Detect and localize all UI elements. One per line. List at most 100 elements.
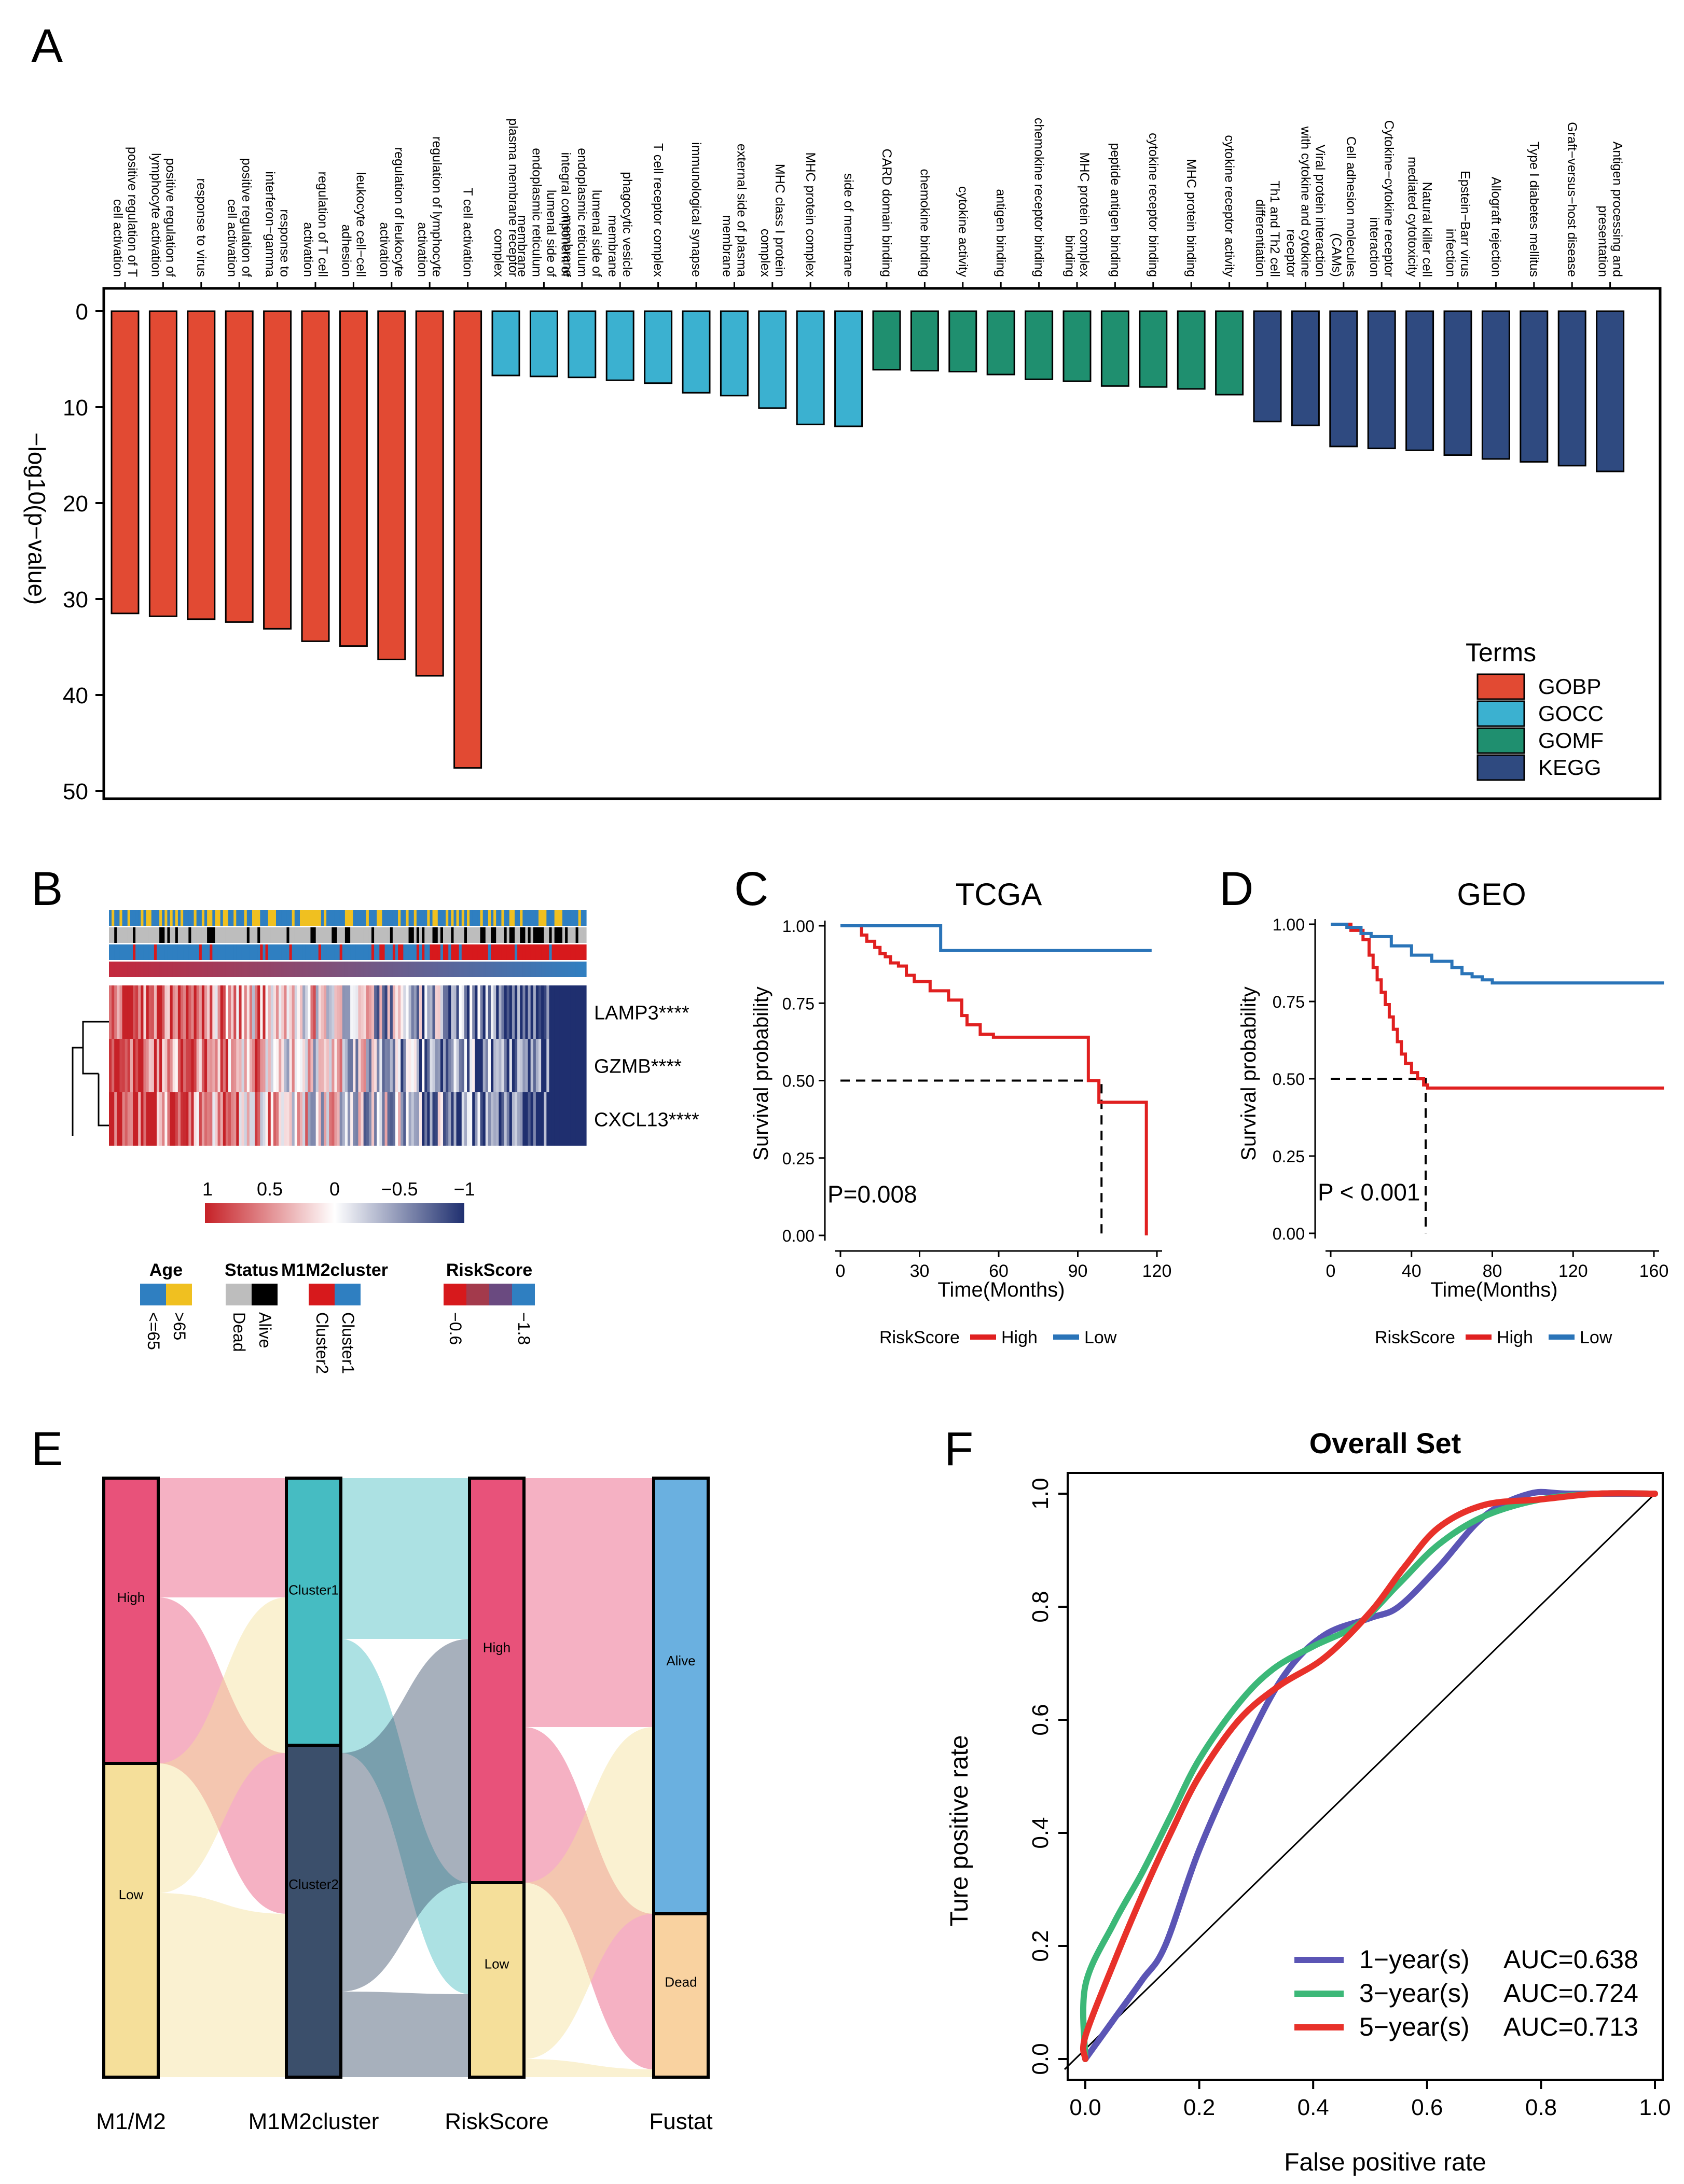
heat-cell xyxy=(122,985,126,1039)
annot-riskscore-cell xyxy=(270,962,274,977)
annot-age-cell xyxy=(387,910,391,926)
y-tick-label: 30 xyxy=(63,587,88,613)
p-value-annotation: P < 0.001 xyxy=(1318,1179,1420,1206)
annot-status-cell xyxy=(268,927,271,943)
annot-age-cell xyxy=(522,910,526,926)
annot-riskscore-cell xyxy=(395,962,398,977)
annot-age-cell xyxy=(148,910,152,926)
heat-cell xyxy=(252,1039,255,1092)
heat-cell xyxy=(127,985,131,1039)
annot-status-cell xyxy=(337,927,340,943)
annot-age-cell xyxy=(194,910,197,926)
annot-riskscore-cell xyxy=(390,962,393,977)
annot-status-cell xyxy=(499,927,502,943)
annot-age-cell xyxy=(138,910,141,926)
annot-status-cell xyxy=(112,927,115,943)
heat-cell xyxy=(249,1039,253,1092)
heat-cell xyxy=(339,985,343,1039)
annot-riskscore-cell xyxy=(114,962,117,977)
annot-status-cell xyxy=(382,927,385,943)
annot-age-cell xyxy=(260,910,264,926)
heat-cell xyxy=(472,1092,475,1146)
heat-cell xyxy=(475,1092,478,1146)
annot-riskscore-cell xyxy=(289,962,293,977)
heat-cell xyxy=(361,1092,364,1146)
annot-age-cell xyxy=(289,910,293,926)
annot-age-cell xyxy=(233,910,237,926)
annot-status-cell xyxy=(164,927,168,943)
annot-age-cell xyxy=(244,910,247,926)
heat-cell xyxy=(188,1092,192,1146)
heat-cell xyxy=(302,1039,306,1092)
annot-status-cell xyxy=(194,927,197,943)
heat-cell xyxy=(292,985,295,1039)
heat-cell xyxy=(305,985,308,1039)
annot-status-cell xyxy=(446,927,449,943)
x-tick-label: 0.2 xyxy=(1183,2095,1215,2120)
heat-cell xyxy=(541,1092,544,1146)
heat-cell xyxy=(453,1092,457,1146)
annot-riskscore-cell xyxy=(138,962,141,977)
heat-cell xyxy=(321,985,324,1039)
heat-cell xyxy=(472,1039,475,1092)
annot-age-cell xyxy=(135,910,139,926)
annot-cluster-cell xyxy=(181,944,184,960)
heat-cell xyxy=(146,985,149,1039)
annot-riskscore-cell xyxy=(228,962,231,977)
panel-c-km-tcga: C TCGA Survival probability 0.000.250.50… xyxy=(734,863,1171,1347)
heat-cell xyxy=(334,985,338,1039)
annot-status-cell xyxy=(138,927,141,943)
bar-gocc xyxy=(568,310,597,379)
roc-plot: 0.0 0.2 0.4 0.6 0.8 1.00.00.20.40.60.81.0 xyxy=(1028,1472,1671,2120)
heat-cell xyxy=(244,1039,247,1092)
annot-riskscore-cell xyxy=(539,962,542,977)
heat-cell xyxy=(461,1039,465,1092)
heat-cell xyxy=(223,1092,226,1146)
annot-riskscore-cell xyxy=(379,962,383,977)
annot-age-cell xyxy=(252,910,255,926)
annot-cluster-cell xyxy=(146,944,149,960)
annot-status-cell xyxy=(470,927,473,943)
annot-age-cell xyxy=(276,910,279,926)
heat-cell xyxy=(509,1039,513,1092)
term-label: Natural killer cellmediated cytotoxicity xyxy=(1405,157,1434,277)
annot-riskscore-cell xyxy=(302,962,306,977)
heat-cell xyxy=(368,1092,372,1146)
heat-cell xyxy=(467,1092,470,1146)
heat-cell xyxy=(334,1092,338,1146)
annot-cluster-cell xyxy=(159,944,162,960)
heat-cell xyxy=(549,985,553,1039)
annot-age-cell xyxy=(300,910,303,926)
annot-riskscore-cell xyxy=(233,962,237,977)
diagonal-reference-line xyxy=(1064,1493,1656,2070)
annot-status-cell xyxy=(127,927,131,943)
heat-cell xyxy=(249,985,253,1039)
heat-cell xyxy=(204,1092,208,1146)
annot-status-cell xyxy=(186,927,189,943)
heat-cell xyxy=(276,985,279,1039)
heat-cell xyxy=(549,1092,553,1146)
annot-cluster-cell xyxy=(239,944,242,960)
annot-age-cell xyxy=(181,910,184,926)
annot-riskscore-cell xyxy=(424,962,427,977)
heat-cell xyxy=(499,985,502,1039)
heat-cell xyxy=(539,1039,542,1092)
heat-cell xyxy=(387,1039,391,1092)
annot-cluster-cell xyxy=(443,944,446,960)
annot-riskscore-cell xyxy=(297,962,300,977)
heat-cell xyxy=(255,1092,258,1146)
heat-cell xyxy=(506,1039,510,1092)
annot-cluster-cell xyxy=(223,944,226,960)
y-tick-label: 0.75 xyxy=(1273,993,1305,1011)
y-tick-label: 1.00 xyxy=(782,917,815,936)
annot-cluster-cell xyxy=(199,944,202,960)
annot-riskscore-cell xyxy=(583,962,587,977)
panel-c-title: TCGA xyxy=(956,877,1042,912)
heat-cell xyxy=(284,1092,287,1146)
heat-cell xyxy=(342,1092,346,1146)
heat-cell xyxy=(170,1092,173,1146)
annot-riskscore-cell xyxy=(217,962,221,977)
heat-cell xyxy=(501,985,505,1039)
heat-cell xyxy=(117,1092,120,1146)
